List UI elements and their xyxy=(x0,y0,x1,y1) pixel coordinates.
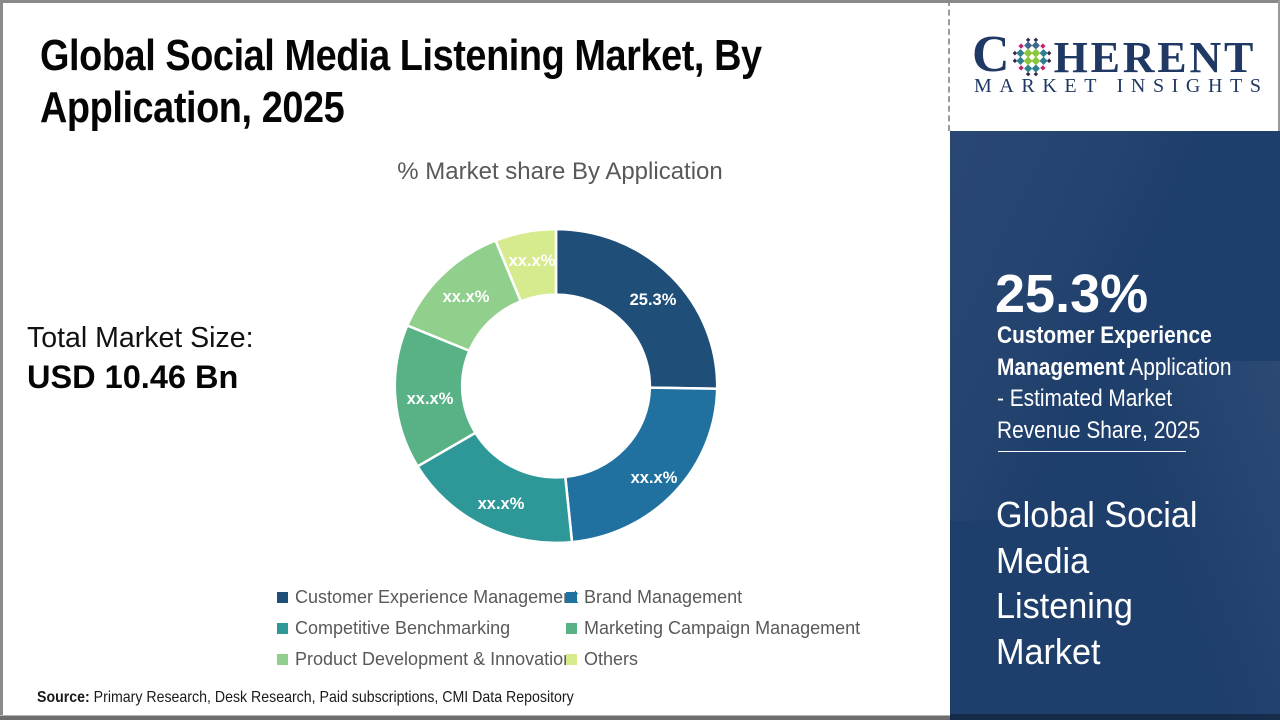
svg-text:xx.x%: xx.x% xyxy=(443,288,490,306)
svg-text:25.3%: 25.3% xyxy=(630,291,677,309)
svg-text:xx.x%: xx.x% xyxy=(631,469,678,487)
svg-text:xx.x%: xx.x% xyxy=(407,390,454,408)
svg-text:xx.x%: xx.x% xyxy=(478,495,525,513)
svg-text:xx.x%: xx.x% xyxy=(509,252,556,270)
